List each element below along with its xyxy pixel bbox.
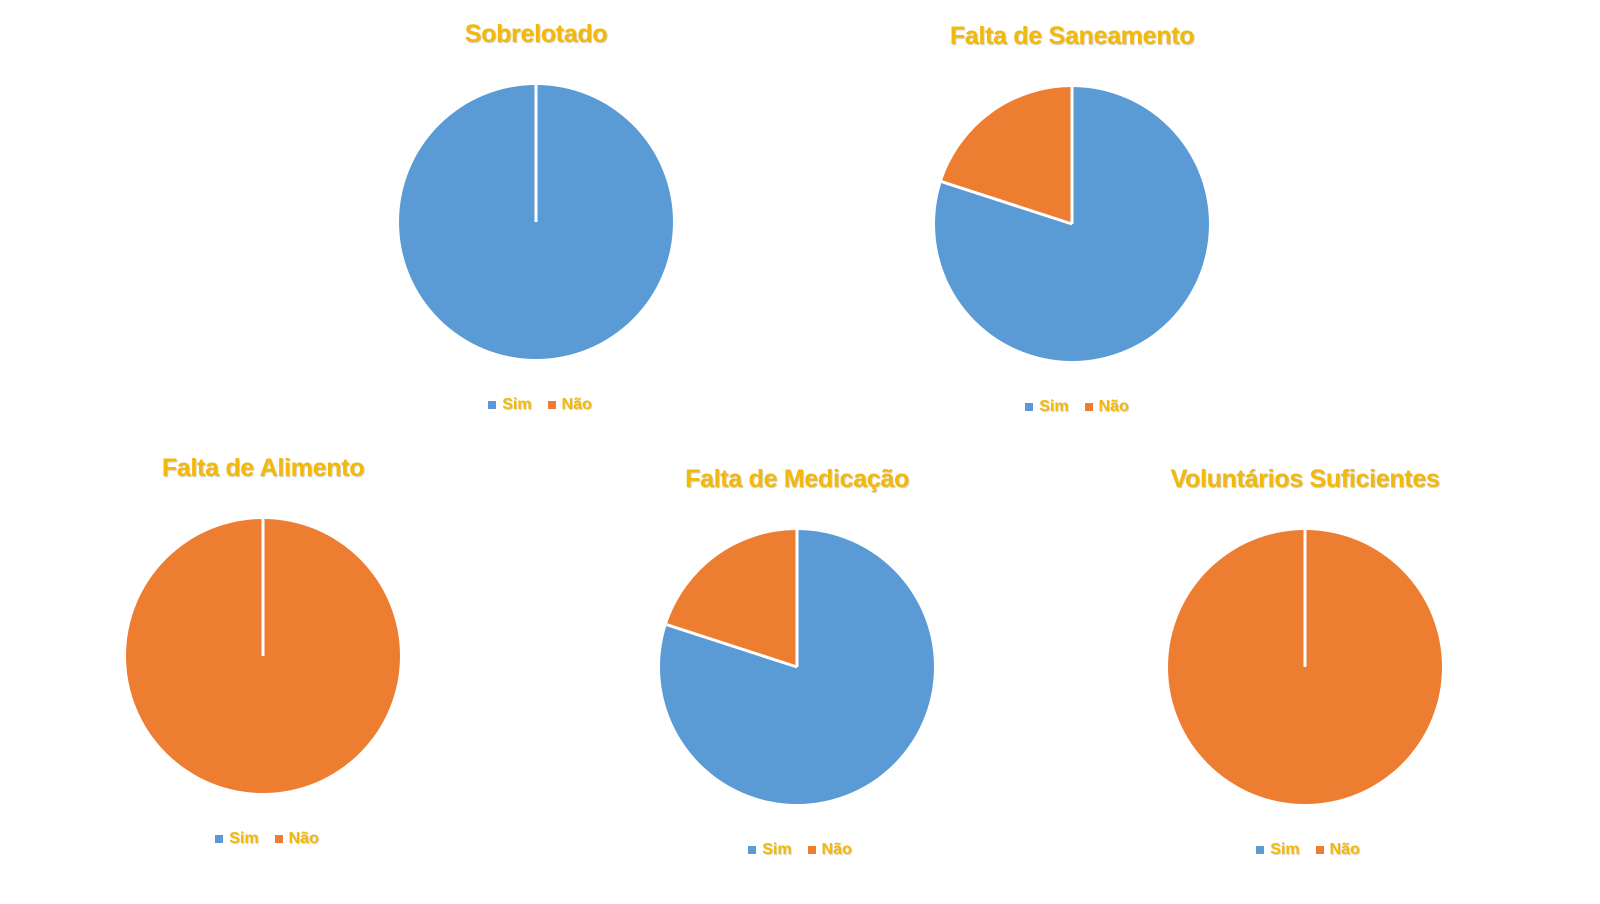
- chart-title: Voluntários Suficientes: [1170, 465, 1440, 493]
- legend-swatch-sim: [748, 846, 757, 854]
- legend-item-sim: Sim: [748, 841, 792, 859]
- pie-slice-nao: [666, 530, 797, 667]
- legend-label: Não: [561, 396, 592, 413]
- chart-title: Falta de Saneamento: [949, 22, 1195, 50]
- legend-swatch-sim: [215, 835, 224, 843]
- chart-title: Sobrelotado: [464, 20, 608, 48]
- legend-item-sim: Sim: [1025, 398, 1069, 416]
- legend-swatch-nao: [1315, 846, 1324, 854]
- legend-item-sim: Sim: [1256, 841, 1300, 859]
- pie-slice-divider: [941, 180, 1073, 226]
- pie-plot: [1168, 530, 1442, 804]
- pie-slice-divider: [666, 623, 798, 669]
- pie-plot: [126, 519, 400, 793]
- chart-legend: Sim Não: [167, 830, 367, 848]
- legend-item-sim: Sim: [215, 830, 259, 848]
- legend-item-nao: Não: [1315, 841, 1360, 859]
- pie-plot: [935, 87, 1209, 361]
- legend-label: Sim: [762, 841, 792, 858]
- legend-swatch-sim: [488, 401, 497, 409]
- chart-legend: Sim Não: [440, 396, 640, 414]
- legend-label: Não: [1098, 398, 1129, 415]
- legend-item-nao: Não: [807, 841, 852, 859]
- legend-swatch-nao: [1084, 403, 1093, 411]
- chart-legend: Sim Não: [977, 398, 1177, 416]
- legend-label: Não: [288, 830, 319, 847]
- legend-label: Sim: [1270, 841, 1300, 858]
- chart-legend: Sim Não: [700, 841, 900, 859]
- legend-swatch-sim: [1256, 846, 1265, 854]
- chart-legend: Sim Não: [1208, 841, 1408, 859]
- pie-plot: [399, 85, 673, 359]
- pie-plot: [660, 530, 934, 804]
- pie-slice-nao: [941, 87, 1072, 224]
- legend-label: Não: [1329, 841, 1360, 858]
- legend-swatch-nao: [547, 401, 556, 409]
- chart-title: Falta de Alimento: [161, 454, 365, 482]
- legend-item-sim: Sim: [488, 396, 532, 414]
- legend-swatch-nao: [274, 835, 283, 843]
- legend-item-nao: Não: [1084, 398, 1129, 416]
- legend-label: Sim: [229, 830, 259, 847]
- legend-label: Sim: [1039, 398, 1069, 415]
- legend-item-nao: Não: [547, 396, 592, 414]
- legend-label: Não: [821, 841, 852, 858]
- legend-swatch-sim: [1025, 403, 1034, 411]
- legend-swatch-nao: [807, 846, 816, 854]
- legend-item-nao: Não: [274, 830, 319, 848]
- chart-title: Falta de Medicação: [685, 465, 909, 493]
- legend-label: Sim: [502, 396, 532, 413]
